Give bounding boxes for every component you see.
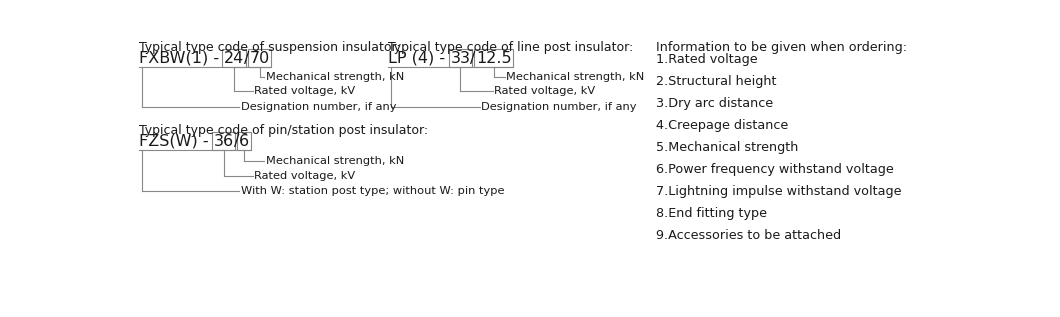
Text: With W: station post type; without W: pin type: With W: station post type; without W: pi… — [241, 186, 505, 196]
Text: LP (4) -: LP (4) - — [388, 50, 450, 66]
Text: Typical type code of line post insulator:: Typical type code of line post insulator… — [388, 41, 634, 54]
Text: 12.5: 12.5 — [476, 50, 512, 66]
Text: 3.Dry arc distance: 3.Dry arc distance — [656, 97, 773, 110]
Bar — [474, 49, 513, 67]
Text: Mechanical strength, kN: Mechanical strength, kN — [506, 72, 644, 82]
Text: Typical type code of suspension insulator:: Typical type code of suspension insulato… — [139, 41, 401, 54]
Text: /: / — [471, 50, 476, 66]
Text: Designation number, if any: Designation number, if any — [241, 101, 396, 112]
Text: 8.End fitting type: 8.End fitting type — [656, 207, 766, 220]
Text: 9.Accessories to be attached: 9.Accessories to be attached — [656, 229, 841, 242]
Text: Rated voltage, kV: Rated voltage, kV — [254, 86, 355, 96]
Text: 5.Mechanical strength: 5.Mechanical strength — [656, 141, 798, 154]
Bar — [248, 49, 271, 67]
Text: 1.Rated voltage: 1.Rated voltage — [656, 53, 757, 66]
Bar — [449, 49, 472, 67]
Text: 7.Lightning impulse withstand voltage: 7.Lightning impulse withstand voltage — [656, 185, 901, 198]
Text: FZS(W) -: FZS(W) - — [139, 134, 213, 149]
Text: Mechanical strength, kN: Mechanical strength, kN — [266, 72, 404, 82]
Text: Rated voltage, kV: Rated voltage, kV — [494, 86, 596, 96]
Text: Information to be given when ordering:: Information to be given when ordering: — [656, 41, 906, 54]
Text: Designation number, if any: Designation number, if any — [481, 101, 637, 112]
Bar — [223, 49, 246, 67]
Text: 6: 6 — [238, 134, 249, 149]
Text: /: / — [233, 134, 238, 149]
Bar — [212, 132, 235, 150]
Text: 4.Creepage distance: 4.Creepage distance — [656, 119, 788, 132]
Text: 2.Structural height: 2.Structural height — [656, 75, 776, 88]
Text: /: / — [244, 50, 249, 66]
Bar — [237, 132, 250, 150]
Text: 6.Power frequency withstand voltage: 6.Power frequency withstand voltage — [656, 163, 894, 176]
Text: 70: 70 — [249, 50, 270, 66]
Text: Mechanical strength, kN: Mechanical strength, kN — [266, 156, 404, 166]
Text: Typical type code of pin/station post insulator:: Typical type code of pin/station post in… — [139, 124, 428, 137]
Text: 24: 24 — [224, 50, 244, 66]
Text: 36: 36 — [213, 134, 233, 149]
Text: Rated voltage, kV: Rated voltage, kV — [254, 171, 355, 181]
Text: 33: 33 — [450, 50, 471, 66]
Text: FXBW(1) -: FXBW(1) - — [139, 50, 224, 66]
